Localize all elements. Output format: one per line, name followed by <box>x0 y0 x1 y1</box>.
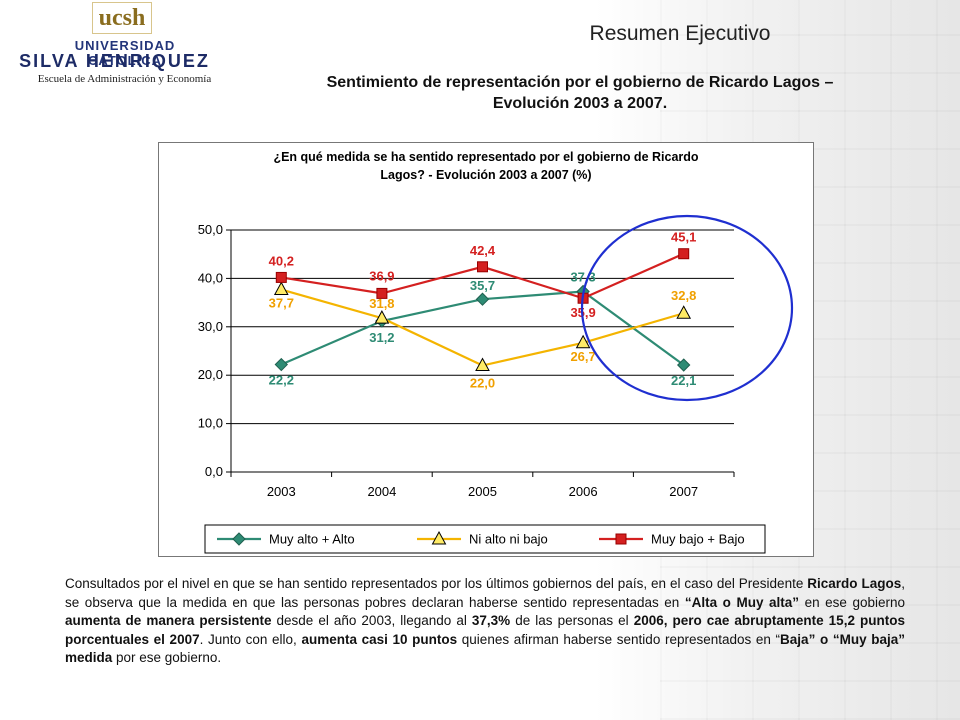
logo-universidad: UNIVERSIDAD CATOLICA <box>74 38 176 68</box>
data-label: 36,9 <box>369 268 394 283</box>
paragraph-bold-7: Baja” o “Muy baja” medida <box>65 631 905 666</box>
paragraph-text-6: . Junto con ello, <box>199 631 302 647</box>
data-point <box>676 305 692 319</box>
paragraph-text-1: Consultados por el nivel en que se han s… <box>65 576 808 591</box>
data-label: 42,4 <box>470 243 496 258</box>
paragraph-bold-3: aumenta de manera persistente <box>65 613 272 628</box>
page-subtitle: Sentimiento de representación por el gob… <box>280 72 880 114</box>
paragraph-text-4: desde el año 2003, llegando al <box>271 613 472 628</box>
data-label: 37,3 <box>570 269 595 284</box>
chart-title-line-2: Lagos? - Evolución 2003 a 2007 (%) <box>380 168 591 182</box>
logo-escuela: Escuela de Administración y Economía <box>37 73 212 85</box>
x-tick-label: 2005 <box>468 484 497 499</box>
data-label: 26,7 <box>570 349 595 364</box>
y-tick-label: 20,0 <box>198 367 223 382</box>
data-point <box>273 281 289 296</box>
paragraph-text-5: de las personas el <box>510 613 634 628</box>
paragraph-bold-4: 37,3% <box>471 613 511 628</box>
highlight-circle <box>580 214 794 402</box>
line-chart: ¿En qué medida se ha sentido representad… <box>198 150 794 554</box>
legend-label: Ni alto ni bajo <box>469 532 548 547</box>
paragraph-bold-5: 2006, pero cae abruptamente 15,2 puntos … <box>65 613 905 647</box>
y-tick-label: 10,0 <box>198 416 223 431</box>
paragraph-text-7: quienes afirman haberse sentido represen… <box>457 631 781 647</box>
data-label: 22,0 <box>470 376 495 391</box>
data-point <box>376 287 388 299</box>
summary-paragraph: Consultados por el nivel en que se han s… <box>65 575 905 668</box>
data-point <box>274 357 289 372</box>
chart-container: ¿En qué medida se ha sentido representad… <box>158 142 814 557</box>
x-tick-label: 2007 <box>669 484 698 499</box>
logo-ucsh: ucsh <box>92 2 152 34</box>
data-label: 35,7 <box>470 278 495 293</box>
chart-title-line-1: ¿En qué medida se ha sentido representad… <box>273 150 698 164</box>
paragraph-text-3: en ese gobierno <box>799 594 906 610</box>
paragraph-bold-6: aumenta casi 10 puntos <box>301 631 458 647</box>
data-point <box>477 261 488 273</box>
data-point <box>575 334 591 349</box>
y-tick-label: 30,0 <box>198 319 223 334</box>
data-label: 40,2 <box>269 253 294 268</box>
x-tick-label: 2006 <box>569 484 598 499</box>
page-title: Resumen Ejecutivo <box>589 22 771 45</box>
y-tick-label: 40,0 <box>198 270 223 285</box>
data-point <box>678 248 690 260</box>
data-label: 32,8 <box>671 288 696 303</box>
data-label: 45,1 <box>671 230 696 245</box>
paragraph-text-8: por ese gobierno. <box>112 650 222 665</box>
data-point <box>475 292 490 306</box>
y-tick-label: 50,0 <box>198 222 223 237</box>
legend-marker <box>431 530 447 545</box>
paragraph-text-2: , se observa que la medida en que las pe… <box>65 576 905 610</box>
subtitle-line-1: Sentimiento de representación por el gob… <box>326 74 834 91</box>
data-label: 37,7 <box>269 296 294 311</box>
data-label: 22,2 <box>269 373 294 388</box>
paragraph-bold-1: Ricardo Lagos <box>807 576 902 591</box>
data-point <box>676 358 691 372</box>
logo-silva-henriquez: SILVA HENRIQUEZ <box>19 51 210 71</box>
paragraph-bold-2: “Alta o Muy alta” <box>684 594 800 610</box>
legend-marker <box>615 533 627 545</box>
data-point <box>374 310 390 324</box>
legend-marker <box>232 532 246 546</box>
y-tick-label: 0,0 <box>205 464 223 479</box>
legend-label: Muy bajo + Bajo <box>651 532 745 547</box>
university-logo: ucsh UNIVERSIDAD CATOLICA SILVA HENRIQUE… <box>10 0 235 92</box>
data-label: 31,2 <box>369 330 394 345</box>
x-tick-label: 2004 <box>367 484 396 499</box>
data-label: 22,1 <box>671 373 696 388</box>
legend-box <box>204 524 766 554</box>
data-point <box>275 271 287 283</box>
subtitle-line-2: Evolución 2003 a 2007. <box>492 95 668 112</box>
x-tick-label: 2003 <box>267 484 296 499</box>
data-label: 31,8 <box>369 296 394 311</box>
legend-label: Muy alto + Alto <box>269 532 355 547</box>
data-point <box>475 357 490 372</box>
